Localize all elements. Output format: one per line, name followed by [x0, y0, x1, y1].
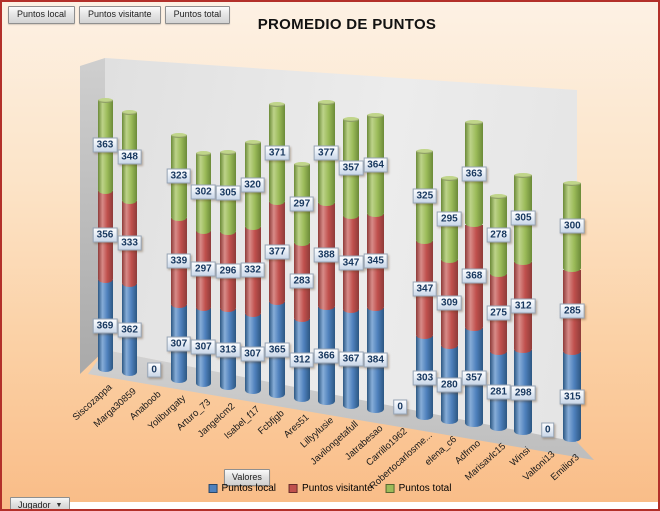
data-label: 305 — [215, 185, 241, 200]
cylinder-cap — [489, 193, 508, 199]
data-label: 345 — [363, 253, 388, 269]
pivot-field-buttons: Puntos local Puntos visitante Puntos tot… — [8, 6, 231, 24]
data-label: 281 — [486, 384, 511, 400]
data-label: 296 — [215, 263, 241, 279]
data-label: 347 — [412, 281, 438, 297]
data-label: 312 — [510, 298, 536, 314]
data-label: 368 — [461, 268, 487, 284]
cylinder-cap — [416, 148, 434, 154]
cylinder-cap — [122, 110, 138, 116]
data-label: 369 — [92, 318, 118, 334]
values-field-button[interactable]: Valores — [224, 469, 270, 486]
data-label: 313 — [215, 342, 241, 358]
data-label: 307 — [240, 346, 265, 362]
field-button-puntos-total[interactable]: Puntos total — [164, 6, 231, 24]
data-label: 323 — [166, 168, 192, 184]
jugador-field-button[interactable]: Jugador ▼ — [10, 497, 71, 510]
data-label: 325 — [412, 188, 438, 204]
data-label: 297 — [191, 261, 216, 277]
data-label: 366 — [314, 348, 339, 364]
legend-swatch-red-icon — [289, 484, 299, 493]
cylinder-cap — [440, 175, 458, 181]
legend-item-puntos-visitante: Puntos visitante — [289, 483, 373, 494]
data-label: 363 — [92, 137, 118, 153]
data-label: 362 — [117, 322, 142, 338]
data-label: 384 — [363, 352, 388, 368]
worksheet-strip — [59, 502, 658, 509]
cylinder-cap — [220, 150, 236, 156]
cylinder-cap — [563, 180, 582, 186]
category-label: Winsi — [507, 444, 533, 469]
data-label: 297 — [289, 196, 315, 212]
data-label: 0 — [393, 399, 407, 415]
field-button-puntos-visitante[interactable]: Puntos visitante — [79, 6, 161, 24]
data-label: 367 — [338, 351, 364, 367]
cylinder-cap — [342, 117, 360, 123]
legend-swatch-blue-icon — [208, 484, 218, 493]
data-label: 364 — [363, 157, 388, 173]
data-label: 295 — [437, 211, 462, 227]
data-label: 302 — [191, 184, 216, 200]
data-label: 312 — [289, 352, 315, 368]
data-label: 315 — [560, 389, 585, 405]
data-label: 303 — [412, 370, 438, 386]
cylinder-cap — [367, 112, 384, 118]
data-label: 357 — [338, 160, 364, 176]
data-label: 339 — [166, 253, 192, 269]
data-label: 365 — [264, 342, 290, 358]
cylinder-cap — [195, 150, 212, 156]
data-label: 298 — [510, 385, 536, 401]
data-label: 332 — [240, 262, 265, 278]
data-label: 371 — [264, 145, 290, 161]
data-label: 363 — [461, 166, 487, 182]
legend-swatch-green-icon — [385, 484, 395, 493]
chart-title: PROMEDIO DE PUNTOS — [257, 16, 437, 33]
cylinder-cap — [293, 161, 310, 167]
data-label: 357 — [461, 370, 487, 386]
legend-item-puntos-local: Puntos local — [208, 483, 277, 494]
data-label: 356 — [92, 227, 118, 243]
data-label: 307 — [166, 336, 192, 352]
data-label: 307 — [191, 339, 216, 355]
data-label: 285 — [560, 303, 585, 319]
data-label: 280 — [437, 377, 462, 393]
field-button-puntos-local[interactable]: Puntos local — [8, 6, 76, 24]
jugador-field-label: Jugador — [18, 500, 51, 510]
cylinder-cap — [269, 101, 286, 107]
cylinder-cap — [514, 172, 532, 178]
cylinder-cap — [171, 132, 187, 138]
data-label: 348 — [117, 149, 142, 165]
data-label: 388 — [314, 247, 339, 263]
data-label: 300 — [560, 218, 585, 234]
data-label: 309 — [437, 295, 462, 311]
data-label: 283 — [289, 273, 315, 289]
dropdown-arrow-icon: ▼ — [55, 502, 63, 509]
legend-label: Puntos local — [221, 483, 277, 494]
data-label: 347 — [338, 255, 364, 271]
cylinder-cap — [465, 120, 483, 126]
data-label: 0 — [541, 422, 555, 438]
legend-label: Puntos visitante — [302, 483, 373, 494]
data-label: 0 — [147, 362, 161, 378]
legend-label: Puntos total — [398, 483, 452, 494]
legend: Puntos local Puntos visitante Puntos tot… — [208, 483, 452, 494]
data-label: 278 — [486, 227, 511, 243]
data-label: 320 — [240, 177, 265, 193]
data-label: 377 — [314, 145, 339, 161]
data-label: 333 — [117, 235, 142, 251]
data-label: 305 — [510, 210, 536, 226]
data-label: 377 — [264, 244, 290, 260]
data-label: 275 — [486, 305, 511, 321]
cylinder-cap — [318, 99, 335, 105]
cylinder-cap — [244, 140, 261, 146]
cylinder-cap — [97, 97, 113, 103]
legend-item-puntos-total: Puntos total — [385, 483, 452, 494]
